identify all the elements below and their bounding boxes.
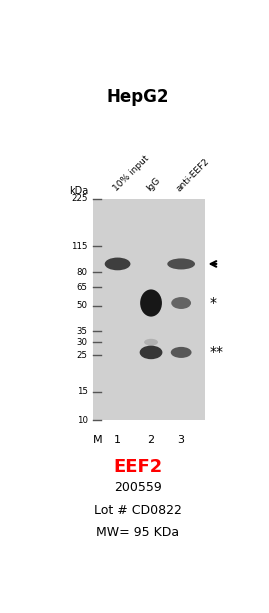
Text: 35: 35 xyxy=(77,327,88,336)
Text: MW= 95 KDa: MW= 95 KDa xyxy=(96,526,179,539)
Text: *: * xyxy=(210,296,217,310)
Ellipse shape xyxy=(140,289,162,316)
Text: 80: 80 xyxy=(77,268,88,277)
Text: 15: 15 xyxy=(77,387,88,396)
Text: anti-EEF2: anti-EEF2 xyxy=(175,156,211,193)
Text: EEF2: EEF2 xyxy=(113,459,162,476)
Text: 115: 115 xyxy=(71,242,88,251)
Ellipse shape xyxy=(105,257,130,270)
Text: 1: 1 xyxy=(114,435,121,444)
Text: kDa: kDa xyxy=(69,186,88,196)
Text: 225: 225 xyxy=(71,194,88,203)
Text: 65: 65 xyxy=(77,283,88,292)
Text: 10% input: 10% input xyxy=(111,154,150,193)
Ellipse shape xyxy=(171,297,191,309)
Text: 30: 30 xyxy=(77,338,88,347)
Text: **: ** xyxy=(210,345,224,359)
Bar xyxy=(93,199,204,421)
Text: 200559: 200559 xyxy=(114,481,162,494)
Text: 3: 3 xyxy=(178,435,185,444)
Text: 25: 25 xyxy=(77,351,88,360)
Text: 50: 50 xyxy=(77,302,88,310)
Ellipse shape xyxy=(144,339,158,346)
Text: 10: 10 xyxy=(77,416,88,425)
Text: HepG2: HepG2 xyxy=(107,88,169,105)
Ellipse shape xyxy=(140,346,162,359)
Text: 2: 2 xyxy=(147,435,155,444)
Ellipse shape xyxy=(167,259,195,270)
Text: IgG: IgG xyxy=(145,176,162,193)
Ellipse shape xyxy=(171,347,192,358)
Text: Lot # CD0822: Lot # CD0822 xyxy=(94,503,182,517)
Text: M: M xyxy=(93,435,102,444)
